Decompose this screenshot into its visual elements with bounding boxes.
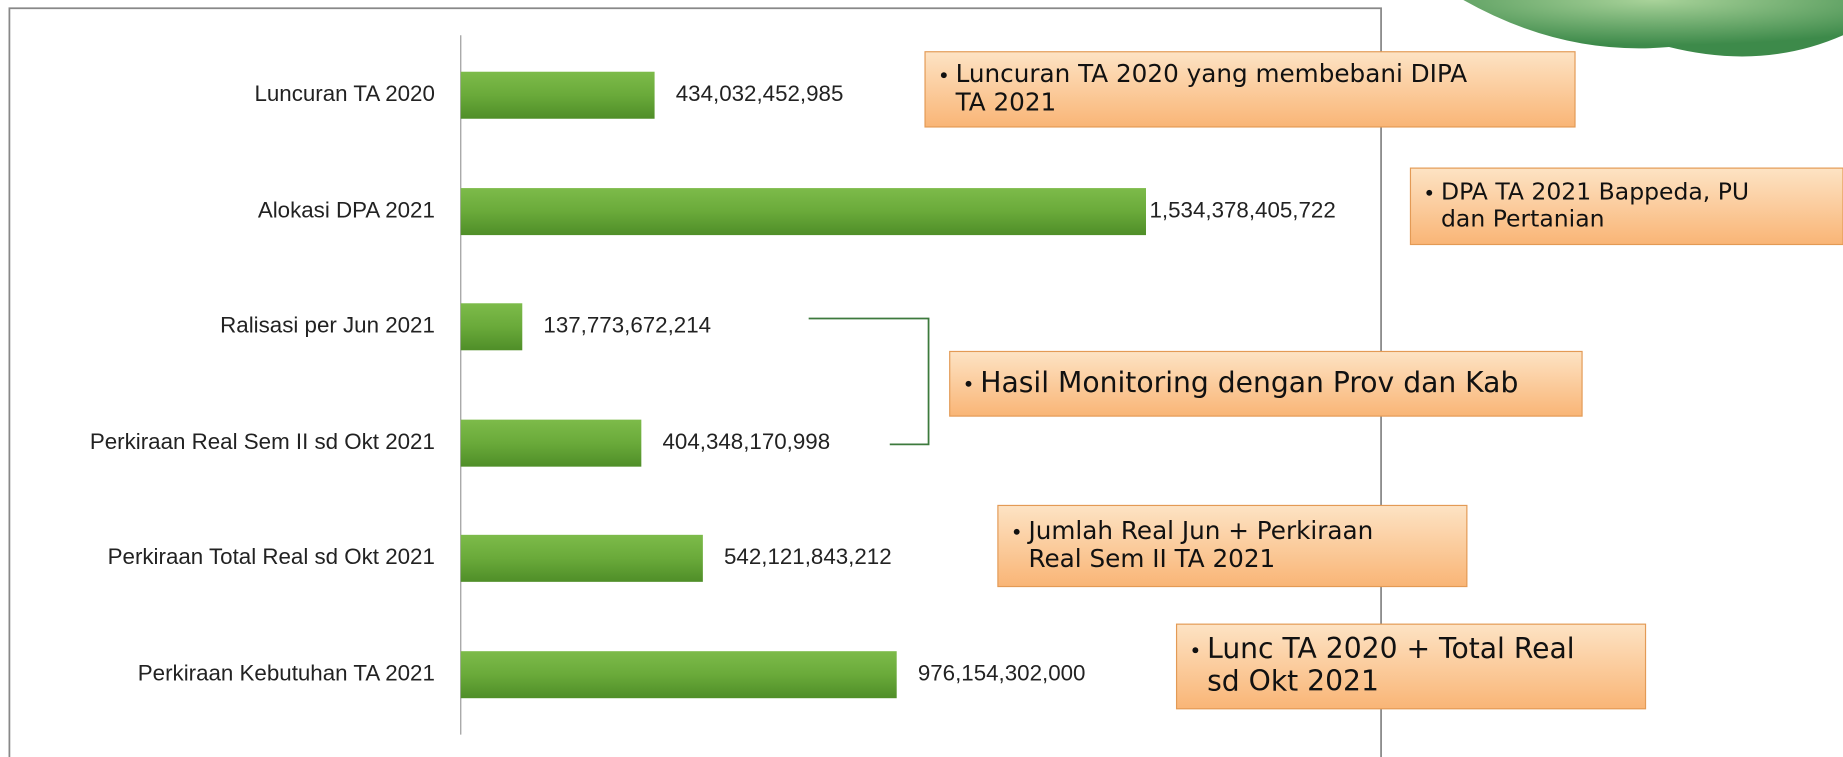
- annotation-text: DPA TA 2021 Bappeda, PU: [1441, 177, 1749, 205]
- decor-image: [1463, 0, 1843, 57]
- category-label: Perkiraan Real Sem II sd Okt 2021: [90, 429, 435, 454]
- annotation-background: [997, 504, 1468, 588]
- bar: [460, 651, 897, 699]
- annotation-text: Luncuran TA 2020 yang membebani DIPA: [956, 59, 1468, 88]
- annotation-background: [1409, 167, 1843, 246]
- value-label: 1,534,378,405,722: [1150, 198, 1336, 223]
- bullet: [940, 72, 947, 79]
- annotation-text: sd Okt 2021: [1207, 665, 1379, 698]
- annotation-background: [924, 51, 1576, 128]
- annotation-text: Real Sem II TA 2021: [1028, 544, 1275, 573]
- annotation-background: [949, 350, 1583, 417]
- value-label: 976,154,302,000: [918, 661, 1086, 686]
- bracket: [808, 317, 930, 446]
- annotation-text: Jumlah Real Jun + Perkiraan: [1026, 516, 1373, 545]
- bar: [460, 303, 523, 351]
- value-label: 542,121,843,212: [724, 544, 892, 569]
- bar: [460, 419, 642, 467]
- category-label: Perkiraan Kebutuhan TA 2021: [138, 661, 435, 686]
- bullet: [1192, 647, 1199, 654]
- bar: [460, 71, 655, 119]
- value-label: 434,032,452,985: [676, 81, 844, 106]
- bullet: [1426, 189, 1433, 196]
- bar: [460, 188, 1146, 236]
- bullet: [1013, 528, 1020, 535]
- category-label: Alokasi DPA 2021: [258, 198, 435, 223]
- annotation-text: dan Pertanian: [1441, 204, 1604, 232]
- value-label: 404,348,170,998: [662, 429, 830, 454]
- category-label: Perkiraan Total Real sd Okt 2021: [108, 544, 435, 569]
- category-label: Ralisasi per Jun 2021: [220, 313, 435, 338]
- annotation-text: Lunc TA 2020 + Total Real: [1207, 632, 1575, 665]
- annotation-text: Hasil Monitoring dengan Prov dan Kab: [980, 366, 1518, 399]
- annotation-text: TA 2021: [955, 88, 1057, 117]
- annotation-background: [1175, 623, 1647, 710]
- category-label: Luncuran TA 2020: [254, 81, 434, 106]
- annotation-box: Hasil Monitoring dengan Prov dan Kab: [949, 350, 1583, 417]
- bar: [460, 534, 703, 582]
- bullet: [965, 380, 972, 387]
- value-label: 137,773,672,214: [543, 313, 711, 338]
